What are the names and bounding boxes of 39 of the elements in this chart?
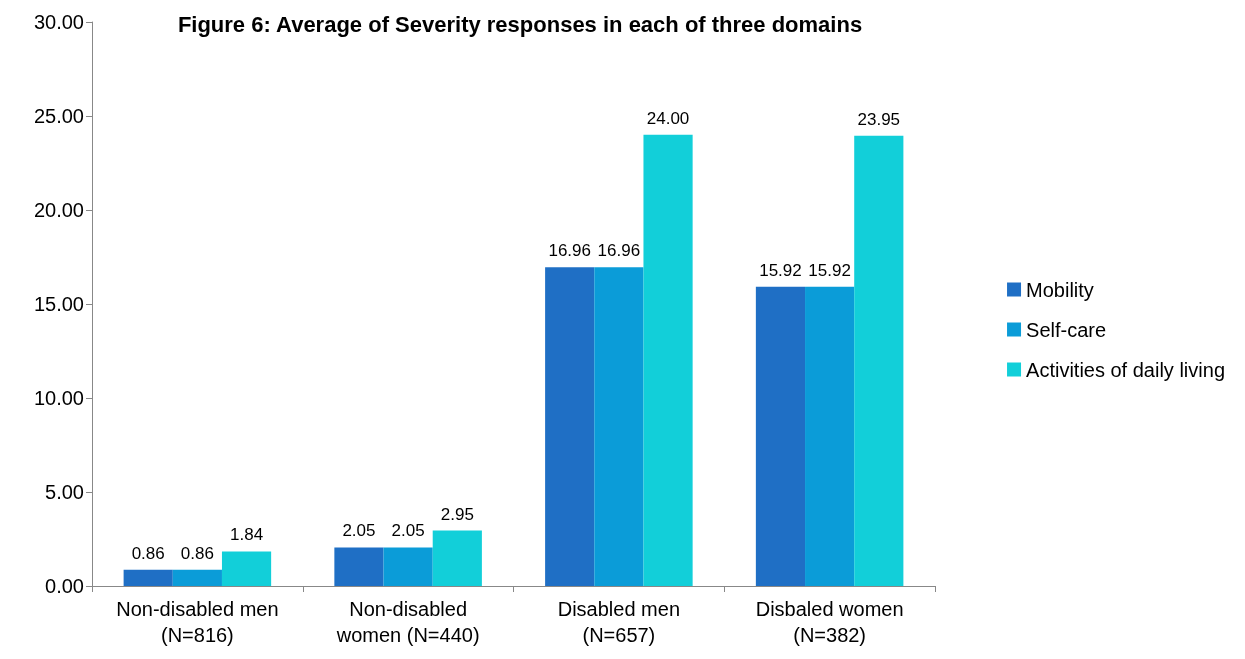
x-tick-label: Non-disabled men (N=816) — [116, 598, 279, 646]
bar — [172, 569, 222, 586]
y-tick-label: 30.00 — [33, 11, 84, 33]
y-tick-label: 15.00 — [33, 293, 84, 315]
bar — [594, 267, 644, 586]
data-label: 16.96 — [548, 241, 591, 261]
data-label: 0.86 — [180, 543, 214, 563]
bar — [334, 547, 384, 586]
data-label: 2.95 — [440, 504, 474, 524]
y-tick-label: 0.00 — [45, 575, 84, 597]
legend-label: Mobility — [1026, 278, 1094, 301]
x-tick-label: Disbaled women (N=382) — [755, 598, 904, 646]
bar — [123, 569, 173, 586]
y-tick-label: 25.00 — [33, 105, 84, 127]
data-label: 23.95 — [857, 109, 901, 129]
bar — [545, 267, 595, 586]
data-label: 2.05 — [342, 521, 376, 541]
data-label: 15.92 — [808, 260, 851, 280]
y-tick-label: 5.00 — [45, 481, 84, 503]
y-tick-label: 10.00 — [33, 387, 84, 409]
data-label: 0.86 — [131, 543, 165, 563]
legend-label: Self-care — [1026, 318, 1107, 341]
data-label: 2.05 — [391, 521, 425, 541]
bar — [383, 547, 433, 586]
data-label: 15.92 — [759, 260, 802, 280]
legend-label: Activities of daily living — [1026, 358, 1225, 381]
data-label: 1.84 — [230, 525, 264, 545]
bar — [643, 134, 693, 586]
data-label: 24.00 — [646, 108, 690, 128]
x-tick-label: Non-disabled women (N=440) — [335, 598, 480, 646]
chart-title: Figure 6: Average of Severity responses in each of three domains — [177, 11, 863, 37]
data-label: 16.96 — [597, 241, 641, 261]
bar — [854, 135, 904, 586]
bar — [755, 286, 806, 586]
x-tick-label: Disabled men (N=657) — [557, 598, 681, 646]
y-tick-label: 20.00 — [33, 199, 84, 221]
bar — [432, 530, 482, 586]
bar — [221, 551, 272, 586]
bar — [805, 286, 855, 586]
